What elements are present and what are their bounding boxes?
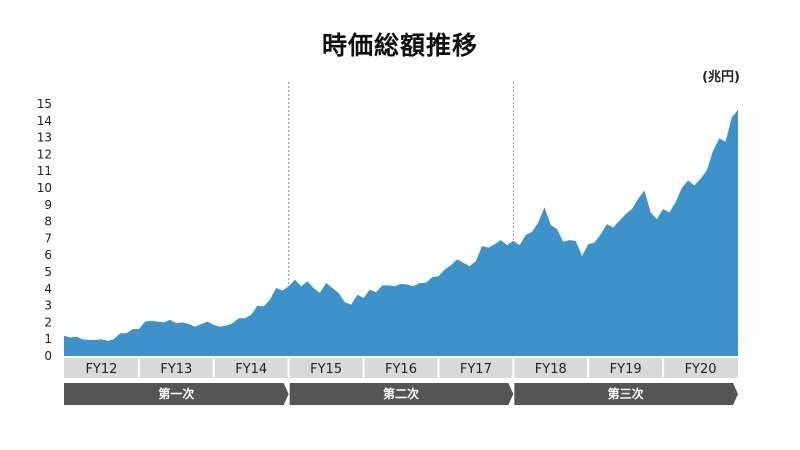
- y-tick-label: 10: [37, 181, 52, 195]
- y-tick-label: 14: [37, 114, 52, 128]
- y-tick-label: 4: [44, 282, 52, 296]
- y-tick-label: 11: [37, 164, 52, 178]
- y-tick-label: 15: [37, 97, 52, 111]
- phase-label: 第三次: [608, 386, 644, 401]
- phase-bar: 第一次 第二次 第三次: [64, 383, 738, 405]
- y-tick-label: 6: [44, 248, 52, 262]
- fiscal-year-label: FY16: [385, 362, 417, 377]
- y-tick-label: 5: [44, 265, 52, 279]
- y-tick-label: 3: [44, 299, 52, 313]
- y-tick-label: 2: [44, 315, 52, 329]
- phase-label: 第二次: [383, 386, 419, 401]
- market-cap-area: [64, 109, 738, 357]
- fiscal-year-label: FY12: [85, 362, 117, 377]
- y-tick-label: 13: [37, 131, 52, 145]
- area-series: [64, 109, 738, 357]
- phase-label: 第一次: [158, 386, 194, 401]
- y-tick-label: 1: [44, 332, 52, 346]
- fiscal-year-label: FY18: [535, 362, 567, 377]
- fiscal-year-label: FY17: [460, 362, 492, 377]
- y-tick-label: 12: [37, 147, 52, 161]
- fiscal-year-label: FY14: [235, 362, 267, 377]
- fiscal-year-bar-background: [64, 358, 738, 378]
- fiscal-year-label: FY20: [685, 362, 717, 377]
- fiscal-year-label: FY13: [160, 362, 192, 377]
- phase-arrow: [289, 383, 514, 405]
- y-tick-label: 9: [44, 198, 52, 212]
- fiscal-year-label: FY19: [610, 362, 642, 377]
- y-tick-label: 7: [44, 231, 52, 245]
- y-tick-label: 8: [44, 215, 52, 229]
- fiscal-year-bar: FY12 FY13 FY14 FY15 FY16 FY17 FY18 FY19 FY20: [64, 358, 738, 378]
- chart-title: 時価総額推移: [321, 31, 478, 60]
- y-axis-unit-label: (兆円): [702, 70, 740, 85]
- fiscal-year-label: FY15: [310, 362, 342, 377]
- phase-arrow: [514, 383, 738, 405]
- phase-arrow: [64, 383, 289, 405]
- y-tick-label: 0: [44, 349, 52, 363]
